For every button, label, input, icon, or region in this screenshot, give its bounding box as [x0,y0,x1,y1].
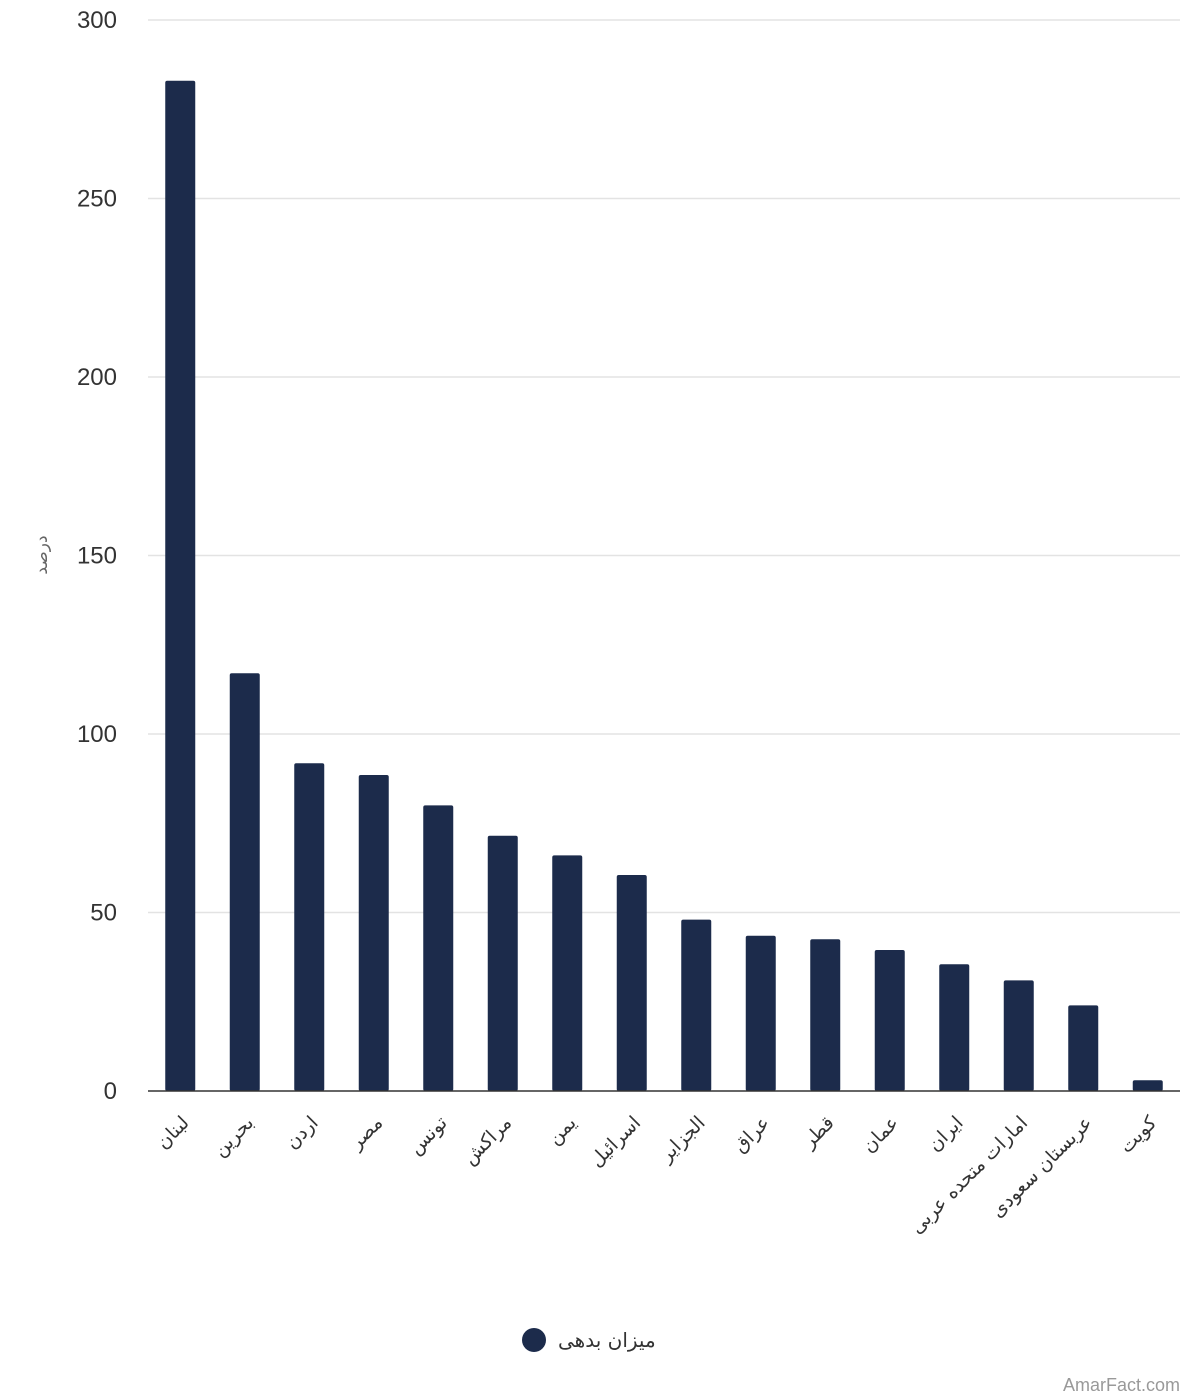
bar[interactable] [423,805,454,1091]
x-tick-label: مصر [345,1112,388,1155]
watermark: AmarFact.com [1063,1375,1180,1395]
bar[interactable] [874,949,905,1091]
bar[interactable] [1003,980,1034,1091]
x-tick-label: یمن [543,1112,580,1149]
bar[interactable] [552,855,583,1091]
bar[interactable] [681,919,712,1091]
x-tick-label: تونس [405,1112,452,1159]
x-tick-label: عراق [729,1112,774,1157]
x-tick-label: عمان [858,1112,903,1157]
x-tick-label: اسرائیل [586,1112,646,1172]
x-tick-label: ایران [924,1112,968,1156]
x-tick-label: اردن [281,1112,323,1154]
x-tick-label: الجزایر [655,1112,710,1167]
bar[interactable] [810,939,841,1091]
bar[interactable] [745,935,776,1091]
bar[interactable] [939,964,970,1091]
bar[interactable] [358,775,389,1091]
x-tick-label: امارات متحده عربی [906,1112,1032,1238]
legend[interactable]: میزان بدهی [522,1328,656,1352]
y-tick-label: 200 [77,364,117,391]
x-tick-label: لبنان [152,1112,194,1154]
y-axis-ticks: 0 50 100 150 200 250 300 [77,7,117,1105]
bar[interactable] [229,673,260,1091]
bars [165,80,1163,1091]
x-tick-label: کویت [1115,1111,1161,1157]
y-tick-label: 250 [77,186,117,213]
grid-lines [148,19,1180,914]
y-tick-label: 100 [77,721,117,748]
legend-label: میزان بدهی [558,1328,656,1352]
bar[interactable] [294,763,325,1091]
y-tick-label: 300 [77,7,117,34]
bar[interactable] [1132,1080,1163,1091]
legend-marker [522,1328,546,1352]
x-tick-label: قطر [798,1112,839,1153]
y-tick-label: 150 [77,543,117,570]
bar[interactable] [1068,1005,1099,1091]
bar[interactable] [165,80,196,1091]
x-tick-label: مراکش [459,1112,516,1169]
y-tick-label: 50 [90,900,117,927]
x-axis-labels: لبنان بحرین اردن مصر تونس مراکش یمن اسرائیل الجز… [152,1111,1162,1238]
bar[interactable] [487,835,518,1091]
x-tick-label: بحرین [209,1112,258,1161]
y-tick-label: 0 [104,1078,117,1105]
bar[interactable] [616,875,647,1091]
y-axis-label: درصد [32,535,52,574]
